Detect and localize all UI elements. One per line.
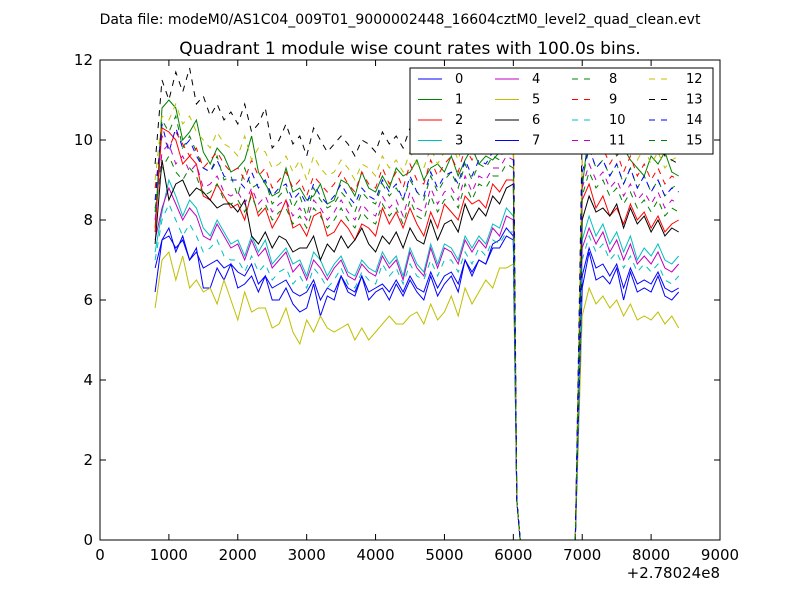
y-tick-label: 2 (83, 451, 93, 469)
x-tick-label: 2000 (219, 546, 257, 564)
series-line-15 (154, 154, 679, 540)
legend-label-9: 9 (609, 93, 617, 108)
x-tick-label: 0 (95, 546, 105, 564)
legend-label-12: 12 (686, 72, 703, 87)
legend-label-14: 14 (686, 113, 703, 128)
series-line-10 (154, 202, 680, 540)
legend-label-5: 5 (532, 93, 540, 108)
legend-label-6: 6 (532, 113, 540, 128)
x-tick-label: 3000 (288, 546, 326, 564)
legend-label-15: 15 (686, 134, 703, 149)
legend-label-3: 3 (455, 134, 463, 149)
figure-suptitle: Data file: modeM0/AS1C04_009T01_90000024… (100, 12, 701, 28)
series-line-3 (154, 178, 680, 540)
series-line-14 (154, 123, 679, 540)
y-tick-label: 4 (83, 371, 93, 389)
x-tick-label: 7000 (563, 546, 601, 564)
y-tick-label: 8 (83, 211, 93, 229)
legend-label-0: 0 (455, 72, 463, 87)
legend-label-4: 4 (532, 72, 540, 87)
axes: 0 1000 2000 3000 4000 5000 6000 7000 8000 9000 0 2 4… (74, 51, 739, 564)
legend-label-10: 10 (609, 113, 626, 128)
y-tick-label: 12 (74, 51, 93, 69)
series-line-1 (154, 99, 679, 540)
series-line-0 (154, 226, 680, 540)
x-tick-label: 9000 (701, 546, 739, 564)
legend-box (409, 67, 714, 155)
x-tick-label: 1000 (150, 546, 188, 564)
y-tick-label: 6 (83, 291, 93, 309)
legend-label-7: 7 (532, 134, 540, 149)
legend-label-13: 13 (686, 93, 703, 108)
legend-label-11: 11 (609, 134, 626, 149)
y-tick-label: 0 (83, 531, 93, 549)
x-axis-offset-label: +2.78024e8 (627, 564, 720, 582)
x-tick-label: 8000 (632, 546, 670, 564)
series-line-2 (154, 127, 679, 540)
series-line-11 (154, 143, 679, 540)
legend-label-8: 8 (609, 72, 617, 87)
series-line-7 (154, 235, 679, 540)
y-tick-label: 10 (74, 131, 93, 149)
x-tick-label: 4000 (356, 546, 394, 564)
x-tick-label: 6000 (494, 546, 532, 564)
series-line-4 (154, 186, 680, 540)
series-line-5 (154, 250, 680, 540)
legend-label-2: 2 (455, 113, 463, 128)
series-line-6 (154, 159, 679, 540)
legend-label-1: 1 (455, 93, 463, 108)
chart-title: Quadrant 1 module wise count rates with … (179, 39, 640, 59)
x-tick-label: 5000 (425, 546, 463, 564)
series-line-12 (154, 102, 679, 540)
series-line-9 (154, 127, 679, 540)
